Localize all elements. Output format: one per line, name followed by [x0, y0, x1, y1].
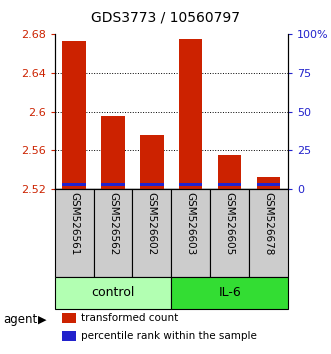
Bar	[62, 183, 86, 187]
Bar	[93, 189, 132, 277]
Bar	[55, 189, 93, 277]
Bar	[101, 183, 124, 187]
Bar	[210, 189, 249, 277]
Bar	[62, 331, 75, 342]
Bar	[249, 189, 288, 277]
Text: transformed count: transformed count	[81, 313, 179, 323]
Bar	[257, 177, 280, 189]
Bar	[218, 155, 241, 189]
Text: agent: agent	[3, 313, 37, 326]
Text: GSM526602: GSM526602	[147, 192, 157, 255]
Bar	[171, 189, 210, 277]
Text: ▶: ▶	[38, 314, 47, 324]
Bar	[101, 116, 124, 189]
Bar	[179, 40, 202, 189]
Bar	[62, 313, 75, 323]
Text: GSM526678: GSM526678	[263, 192, 273, 255]
Text: GDS3773 / 10560797: GDS3773 / 10560797	[91, 10, 240, 24]
Text: percentile rank within the sample: percentile rank within the sample	[81, 331, 257, 341]
Text: GSM526605: GSM526605	[225, 192, 235, 255]
Text: GSM526603: GSM526603	[186, 192, 196, 255]
Text: IL-6: IL-6	[218, 286, 241, 299]
Bar	[140, 183, 164, 187]
Bar	[55, 277, 171, 309]
Bar	[257, 183, 280, 187]
Bar	[132, 189, 171, 277]
Bar	[62, 41, 86, 189]
Bar	[179, 183, 202, 187]
Bar	[218, 183, 241, 187]
Bar	[171, 277, 288, 309]
Text: control: control	[91, 286, 135, 299]
Bar	[140, 135, 164, 189]
Text: GSM526561: GSM526561	[69, 192, 79, 255]
Text: GSM526562: GSM526562	[108, 192, 118, 255]
